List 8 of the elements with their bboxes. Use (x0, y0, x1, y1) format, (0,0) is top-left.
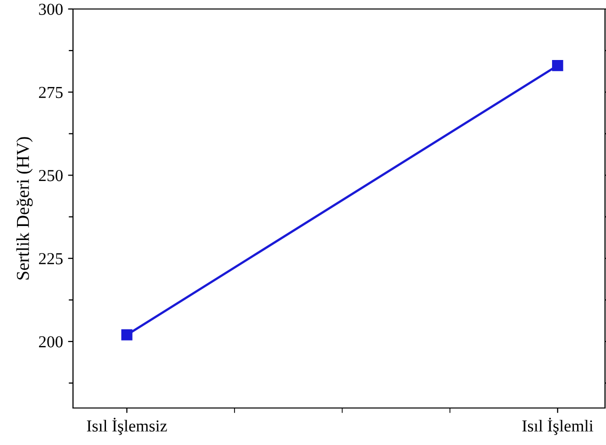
x-tick-label: Isıl İşlemli (522, 418, 594, 435)
y-axis-title: Sertlik Değeri (HV) (16, 137, 33, 280)
y-tick-label: 250 (39, 170, 63, 182)
x-tick-label: Isıl İşlemsiz (86, 418, 167, 435)
y-tick-label: 200 (39, 336, 63, 348)
y-tick-label: 225 (39, 253, 63, 264)
y-tick-label: 300 (39, 4, 63, 15)
y-tick-label: 275 (39, 86, 63, 98)
